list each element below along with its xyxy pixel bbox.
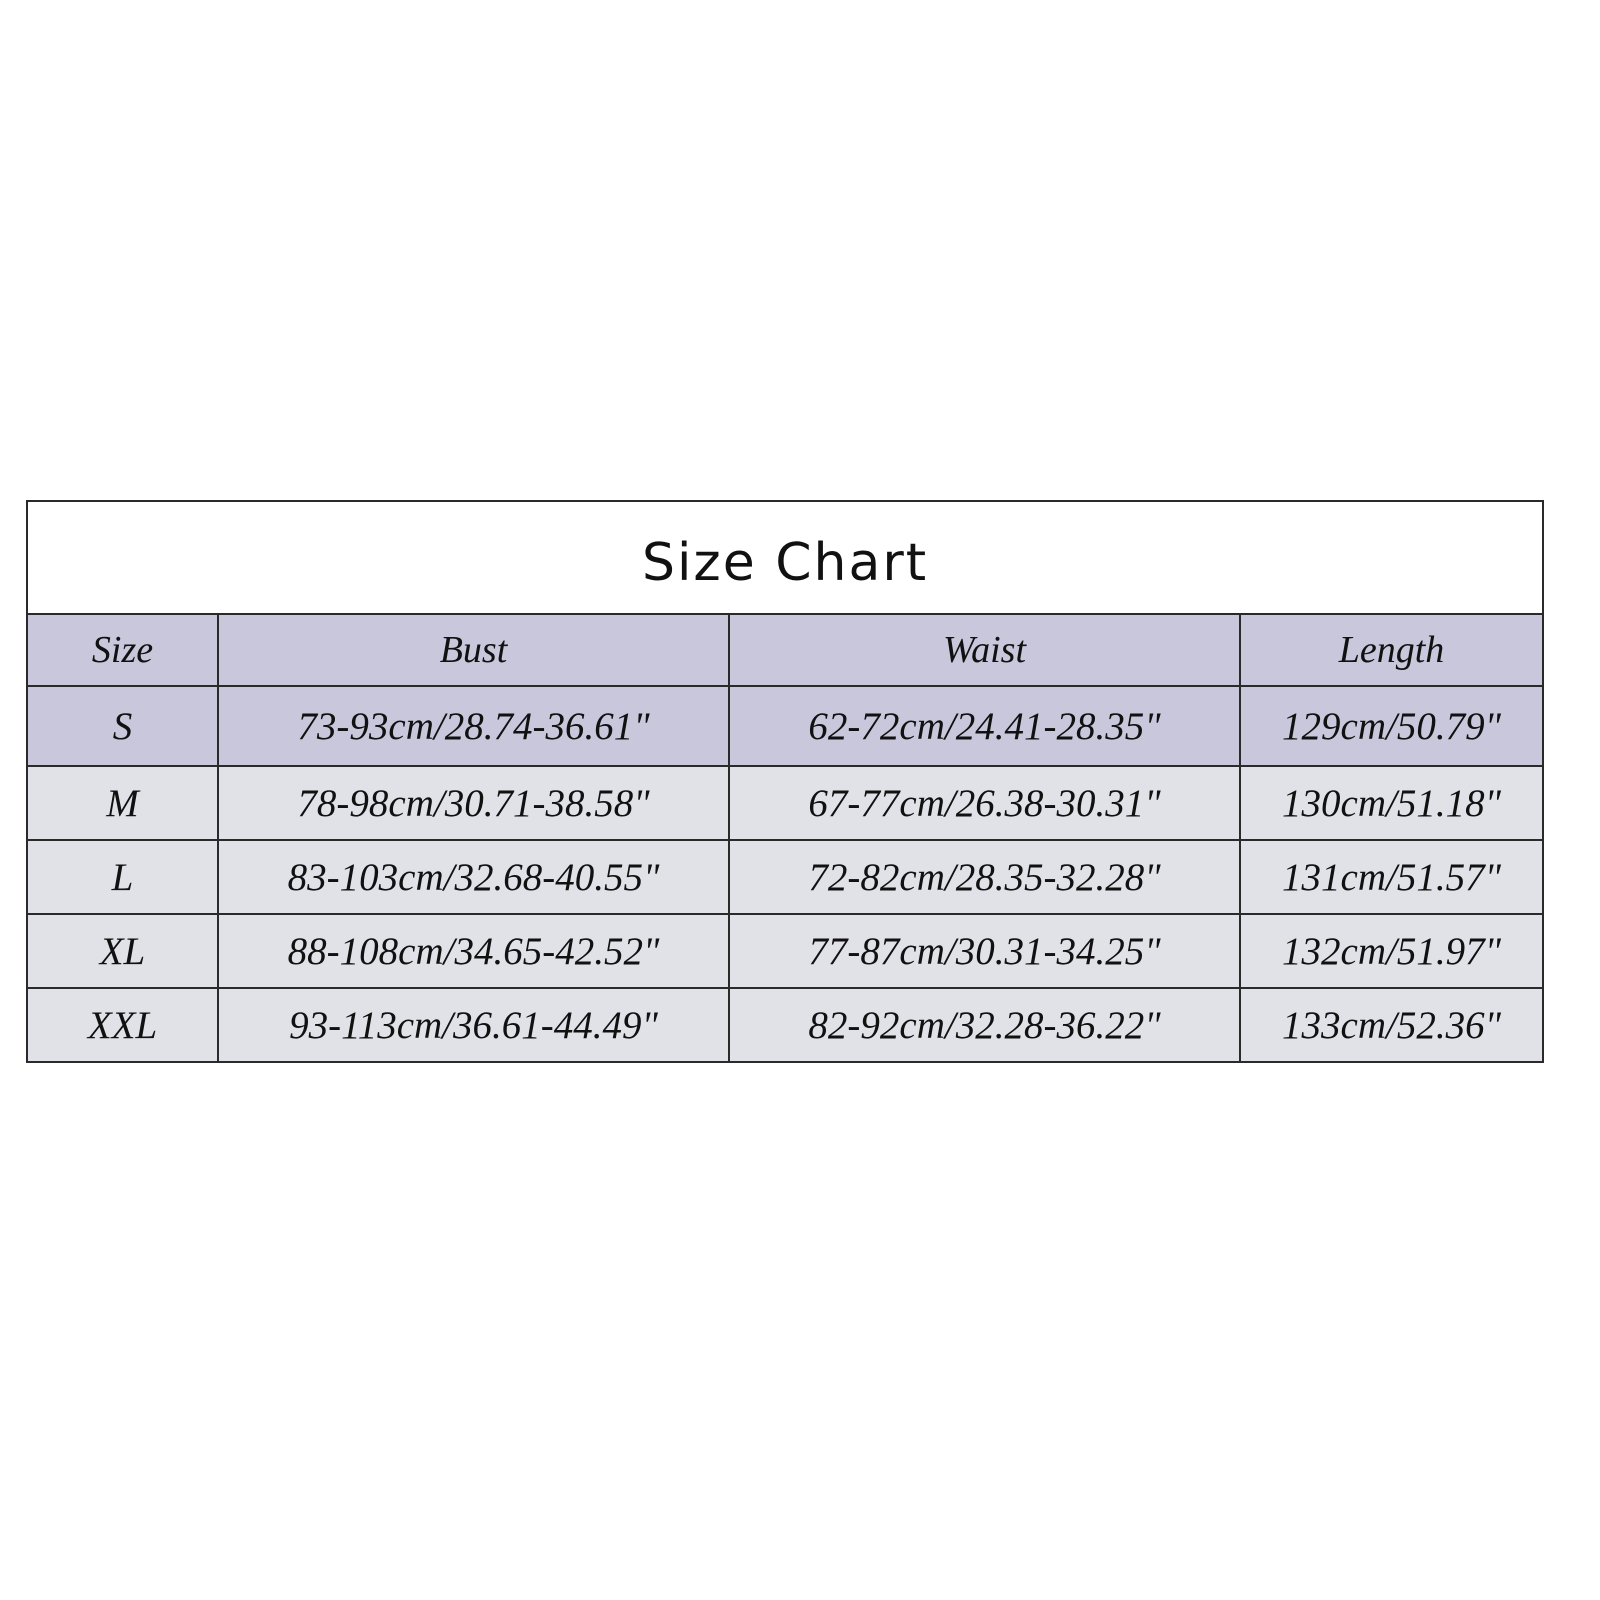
bust-cell: 78-98cm/30.71-38.58" [217, 765, 730, 841]
size-cell: L [26, 839, 219, 915]
header-length: Length [1238, 613, 1545, 687]
length-cell: 133cm/52.36" [1238, 987, 1545, 1063]
table-row: L 83-103cm/32.68-40.55" 72-82cm/28.35-32… [26, 839, 1545, 915]
size-cell: S [26, 685, 219, 767]
table-row: XXL 93-113cm/36.61-44.49" 82-92cm/32.28-… [26, 987, 1545, 1063]
header-row: Size Bust Waist Length [26, 613, 1545, 687]
length-cell: 131cm/51.57" [1238, 839, 1545, 915]
bust-cell: 73-93cm/28.74-36.61" [217, 685, 730, 767]
bust-cell: 93-113cm/36.61-44.49" [217, 987, 730, 1063]
chart-title: Size Chart [25, 500, 1545, 615]
length-cell: 132cm/51.97" [1238, 913, 1545, 989]
waist-cell: 72-82cm/28.35-32.28" [728, 839, 1241, 915]
waist-cell: 77-87cm/30.31-34.25" [728, 913, 1241, 989]
header-bust: Bust [217, 613, 730, 687]
waist-cell: 67-77cm/26.38-30.31" [728, 765, 1241, 841]
table-row: S 73-93cm/28.74-36.61" 62-72cm/24.41-28.… [26, 685, 1545, 767]
header-size: Size [26, 613, 219, 687]
bust-cell: 88-108cm/34.65-42.52" [217, 913, 730, 989]
waist-cell: 62-72cm/24.41-28.35" [728, 685, 1241, 767]
size-cell: XXL [26, 987, 219, 1063]
size-cell: XL [26, 913, 219, 989]
size-cell: M [26, 765, 219, 841]
size-chart-table: Size Chart Size Bust Waist Length S 73-9… [25, 500, 1545, 1063]
length-cell: 130cm/51.18" [1238, 765, 1545, 841]
waist-cell: 82-92cm/32.28-36.22" [728, 987, 1241, 1063]
header-waist: Waist [728, 613, 1241, 687]
length-cell: 129cm/50.79" [1238, 685, 1545, 767]
bust-cell: 83-103cm/32.68-40.55" [217, 839, 730, 915]
table-row: XL 88-108cm/34.65-42.52" 77-87cm/30.31-3… [26, 913, 1545, 989]
table-row: M 78-98cm/30.71-38.58" 67-77cm/26.38-30.… [26, 765, 1545, 841]
